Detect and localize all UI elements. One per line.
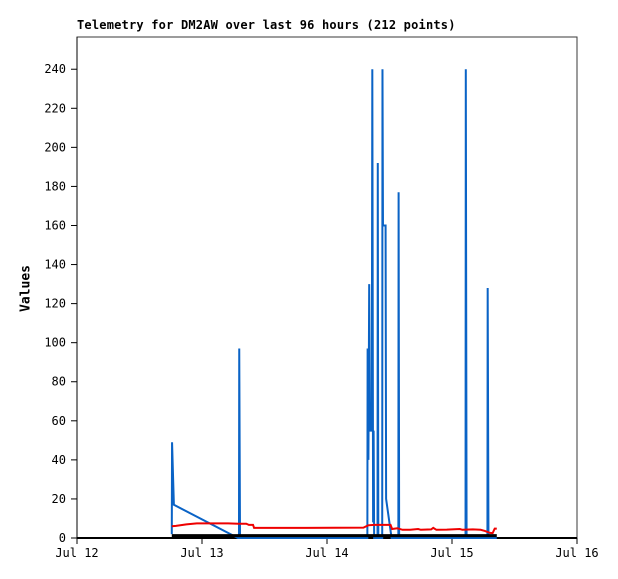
y-tick-label: 40 bbox=[52, 453, 66, 467]
y-tick-label: 20 bbox=[52, 492, 66, 506]
x-tick-label: Jul 12 bbox=[55, 546, 98, 560]
series-line-channel-1-blue bbox=[170, 69, 497, 539]
y-tick-label: 120 bbox=[44, 297, 66, 311]
y-tick-label: 80 bbox=[52, 375, 66, 389]
plot-box bbox=[76, 36, 578, 539]
y-tick-label: 220 bbox=[44, 101, 66, 115]
x-tick-label: Jul 15 bbox=[430, 546, 473, 560]
y-tick-label: 60 bbox=[52, 414, 66, 428]
x-tick-label: Jul 13 bbox=[180, 546, 223, 560]
series-line-channel-2-red bbox=[171, 522, 497, 535]
y-tick-label: 160 bbox=[44, 218, 66, 232]
y-tick-label: 140 bbox=[44, 258, 66, 272]
y-tick-label: 0 bbox=[59, 531, 66, 545]
y-tick-label: 100 bbox=[44, 336, 66, 350]
y-tick-label: 180 bbox=[44, 179, 66, 193]
y-tick-label: 200 bbox=[44, 140, 66, 154]
x-tick-label: Jul 16 bbox=[555, 546, 598, 560]
chart-title: Telemetry for DM2AW over last 96 hours (… bbox=[77, 18, 456, 32]
x-tick-label: Jul 14 bbox=[305, 546, 348, 560]
y-tick-label: 240 bbox=[44, 62, 66, 76]
